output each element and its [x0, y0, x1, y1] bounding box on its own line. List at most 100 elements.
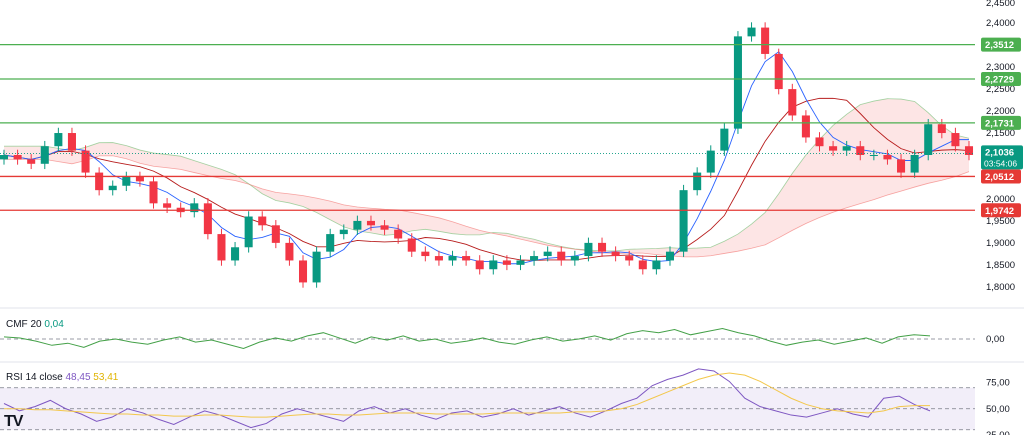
candle	[964, 140, 974, 161]
candle	[27, 154, 36, 170]
candle-body	[489, 260, 498, 270]
candle-body	[611, 251, 620, 257]
candle-body	[108, 185, 117, 191]
rsi-y-tick: 50,00	[986, 404, 1010, 415]
candle-body	[557, 251, 566, 261]
candle	[217, 228, 226, 266]
candle	[856, 140, 865, 161]
candle-body	[964, 146, 974, 155]
y-tick-label: 2,1500	[986, 128, 1015, 139]
cloud-span-a	[4, 98, 970, 252]
candle	[122, 171, 131, 192]
current-price-label-bg	[981, 145, 1023, 170]
candle	[801, 110, 810, 143]
candle	[883, 149, 892, 165]
candle	[570, 250, 579, 266]
candle	[611, 246, 620, 262]
candle-body	[625, 256, 634, 261]
candle	[394, 224, 403, 244]
candle-body	[380, 225, 389, 230]
candle-body	[679, 190, 688, 252]
candle	[638, 255, 647, 275]
candle-body	[598, 242, 607, 252]
candle	[448, 250, 457, 266]
candle	[285, 237, 294, 266]
level-label-bg	[981, 169, 1021, 184]
y-tick-label: 2,4500	[986, 0, 1015, 9]
y-tick-label: 1,8000	[986, 282, 1015, 293]
ichimoku-cloud	[4, 98, 969, 257]
candle-body	[761, 27, 770, 54]
candle	[366, 215, 375, 231]
candle-body	[897, 159, 906, 173]
candle	[108, 180, 117, 196]
candle	[788, 83, 797, 121]
candle-body	[706, 150, 715, 173]
candle-body	[842, 146, 851, 151]
rsi-ma-value: 53,41	[93, 372, 119, 383]
level-label: 1,9742	[985, 206, 1014, 217]
rsi-name: RSI 14 close	[6, 372, 63, 383]
candle-body	[285, 242, 294, 261]
candle	[54, 127, 63, 152]
cmf-line	[3, 327, 931, 349]
level-label: 2,3512	[985, 40, 1014, 51]
y-tick-label: 2,4000	[986, 18, 1015, 29]
candle	[298, 255, 308, 288]
candle-body	[434, 256, 443, 261]
candle	[231, 242, 240, 266]
candle	[67, 127, 76, 156]
candle-body	[747, 27, 756, 37]
candle	[312, 246, 321, 288]
countdown-label: 03:54:06	[984, 158, 1017, 168]
y-tick-label: 1,8500	[986, 260, 1015, 271]
candle-body	[584, 242, 593, 257]
candle	[720, 123, 729, 156]
candle	[203, 198, 212, 240]
candle-body	[774, 53, 783, 90]
cloud-span-b	[4, 155, 970, 258]
tradingview-logo[interactable]: TV	[4, 413, 23, 430]
candle-body	[502, 260, 511, 265]
candle-body	[815, 137, 824, 147]
candle	[149, 176, 158, 209]
candle	[13, 149, 22, 165]
rsi-value: 48,45	[65, 372, 91, 383]
candle-body	[149, 181, 158, 204]
rsi-line	[3, 368, 931, 429]
candle	[502, 255, 511, 271]
candle	[353, 215, 362, 235]
candle	[339, 224, 348, 240]
candle	[693, 167, 702, 196]
candle-body	[869, 155, 878, 156]
candle	[815, 132, 824, 152]
candle-body	[516, 260, 525, 265]
candle	[747, 22, 756, 42]
candle-body	[258, 216, 267, 226]
candle-body	[95, 172, 104, 191]
rsi-y-tick: 25,00	[986, 430, 1010, 435]
candle-body	[856, 146, 865, 155]
level-label: 2,1731	[985, 118, 1015, 129]
candle-body	[190, 203, 199, 213]
y-tick-label: 1,9000	[986, 238, 1015, 249]
candle	[774, 48, 783, 95]
candle-body	[271, 225, 280, 243]
candle-body	[720, 128, 729, 151]
candle-body	[231, 247, 240, 261]
cmf-name: CMF 20	[6, 319, 42, 330]
candle-body	[40, 146, 49, 164]
candle	[951, 127, 960, 152]
level-label: 2,2729	[985, 75, 1014, 86]
candle-body	[924, 124, 933, 155]
level-label-bg	[981, 203, 1021, 218]
candle	[81, 145, 90, 178]
candle-body	[951, 133, 960, 147]
candle	[475, 255, 484, 275]
candle-body	[801, 115, 810, 138]
candle	[665, 246, 675, 266]
candle-body	[27, 159, 36, 164]
candle-body	[312, 251, 321, 283]
candle	[761, 22, 770, 60]
